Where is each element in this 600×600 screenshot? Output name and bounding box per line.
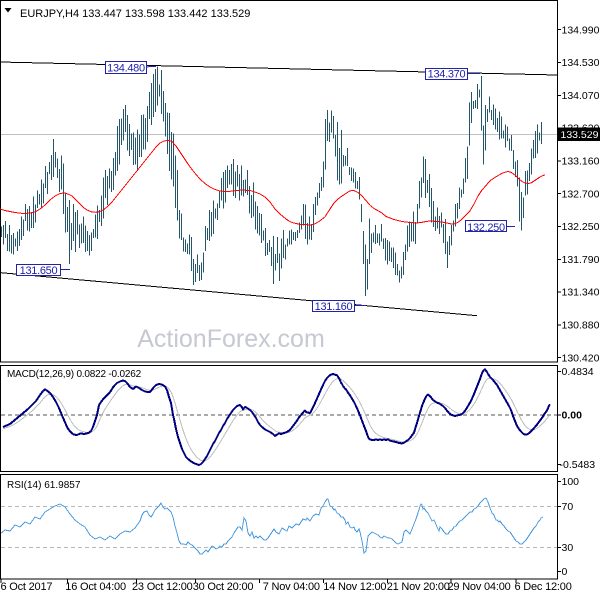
svg-text:132.250: 132.250 — [562, 221, 600, 233]
svg-text:21 Nov 20:00: 21 Nov 20:00 — [387, 581, 450, 593]
svg-text:100: 100 — [562, 476, 580, 488]
svg-text:134.370: 134.370 — [428, 69, 466, 81]
svg-text:133.620: 133.620 — [562, 123, 600, 135]
svg-text:RSI(14) 61.9857: RSI(14) 61.9857 — [7, 480, 81, 491]
svg-text:EURJPY,H4 133.447 133.598 133: EURJPY,H4 133.447 133.598 133.442 133.52… — [20, 8, 250, 20]
svg-text:30 Oct 20:00: 30 Oct 20:00 — [193, 581, 254, 593]
svg-text:ActionForex.com: ActionForex.com — [137, 325, 325, 353]
svg-text:134.480: 134.480 — [107, 63, 145, 75]
svg-text:29 Nov 04:00: 29 Nov 04:00 — [448, 581, 511, 593]
svg-text:-0.5483: -0.5483 — [560, 459, 596, 471]
svg-text:130.420: 130.420 — [562, 352, 600, 364]
svg-text:23 Oct 12:00: 23 Oct 12:00 — [132, 581, 193, 593]
svg-text:7 Nov 04:00: 7 Nov 04:00 — [263, 581, 320, 593]
svg-text:6 Dec 12:00: 6 Dec 12:00 — [515, 581, 572, 593]
svg-text:16 Oct 04:00: 16 Oct 04:00 — [65, 581, 126, 593]
svg-text:133.160: 133.160 — [562, 156, 600, 168]
svg-text:133.529: 133.529 — [561, 129, 599, 141]
svg-text:130.880: 130.880 — [562, 320, 600, 332]
svg-text:30: 30 — [562, 542, 574, 554]
svg-text:134.070: 134.070 — [562, 90, 600, 102]
svg-text:132.250: 132.250 — [467, 222, 505, 234]
svg-text:131.340: 131.340 — [562, 287, 600, 299]
svg-text:0.4834: 0.4834 — [562, 366, 594, 378]
svg-text:134.990: 134.990 — [562, 24, 600, 36]
svg-text:14 Nov 12:00: 14 Nov 12:00 — [323, 581, 386, 593]
svg-text:131.790: 131.790 — [562, 254, 600, 266]
svg-text:0.00: 0.00 — [562, 410, 583, 422]
svg-text:132.700: 132.700 — [562, 188, 600, 200]
svg-text:70: 70 — [562, 501, 574, 513]
svg-text:MACD(12,26,9) 0.0822 -0.0262: MACD(12,26,9) 0.0822 -0.0262 — [7, 369, 142, 380]
svg-text:6 Oct 2017: 6 Oct 2017 — [1, 581, 53, 593]
svg-text:134.530: 134.530 — [562, 57, 600, 69]
svg-text:131.650: 131.650 — [20, 265, 58, 277]
svg-text:131.160: 131.160 — [315, 301, 353, 313]
svg-text:0: 0 — [562, 566, 568, 578]
